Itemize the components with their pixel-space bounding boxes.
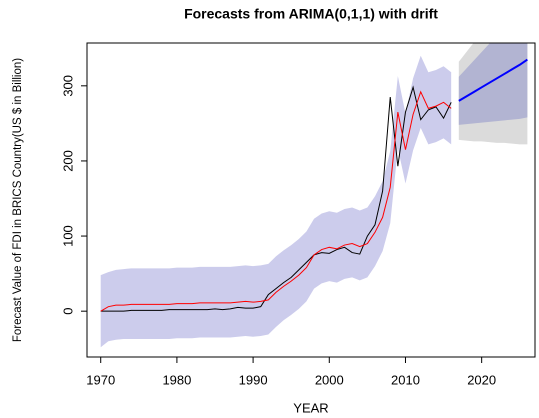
x-tick-label: 1970 <box>86 372 115 387</box>
x-tick-label: 2020 <box>467 372 496 387</box>
x-tick-label: 2000 <box>315 372 344 387</box>
x-tick-label: 1990 <box>239 372 268 387</box>
x-axis-title: YEAR <box>293 400 328 415</box>
y-tick-label: 200 <box>60 150 75 172</box>
series-line <box>100 85 452 312</box>
plot-area <box>100 43 528 348</box>
y-tick-label: 300 <box>60 75 75 97</box>
forecast-line <box>458 58 528 102</box>
y-axis-title: Forecast Value of FDI in BRICS Country(U… <box>12 58 24 342</box>
chart-title: Forecasts from ARIMA(0,1,1) with drift <box>184 6 438 22</box>
fitted-interval <box>100 55 452 348</box>
x-tick-label: 2010 <box>391 372 420 387</box>
y-tick-label: 100 <box>60 225 75 247</box>
y-tick-label: 0 <box>60 308 75 315</box>
series-line <box>100 90 452 312</box>
plot-frame <box>86 42 536 358</box>
forecast-interval <box>458 43 528 125</box>
x-tick-label: 1980 <box>162 372 191 387</box>
